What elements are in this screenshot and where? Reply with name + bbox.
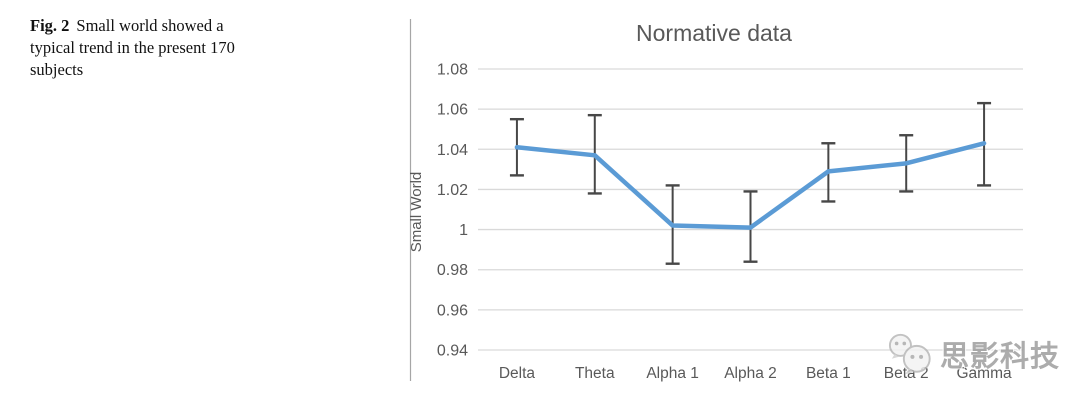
data-series-line [514,141,987,230]
wechat-icon [882,331,940,377]
x-tick-label: Alpha 1 [646,365,699,382]
chart-title: Normative data [636,20,792,46]
x-tick-label: Theta [575,365,615,382]
y-axis-title: Small World [408,172,425,253]
watermark-text: 思影科技 [940,341,1061,373]
x-tick-label: Delta [499,365,536,382]
figure-caption-text: Small world showed a typical trend in th… [30,16,235,79]
figure-caption-label: Fig. 2 [30,16,70,35]
y-tick-label: 0.94 [437,343,468,360]
x-tick-label: Alpha 2 [724,365,777,382]
y-tick-label: 0.98 [437,262,468,279]
x-tick-label: Beta 1 [806,365,851,382]
y-tick-label: 1.06 [437,102,468,119]
y-tick-label: 1.02 [437,182,468,199]
y-tick-label: 1 [459,222,468,239]
y-tick-label: 1.04 [437,142,468,159]
y-tick-label: 1.08 [437,62,468,79]
x-tick-label: Gamma [957,365,1013,382]
y-tick-label: 0.96 [437,302,468,319]
figure-caption: Fig. 2 Small world showed a typical trend… [30,15,272,80]
watermark: 思影科技 [882,330,1060,378]
